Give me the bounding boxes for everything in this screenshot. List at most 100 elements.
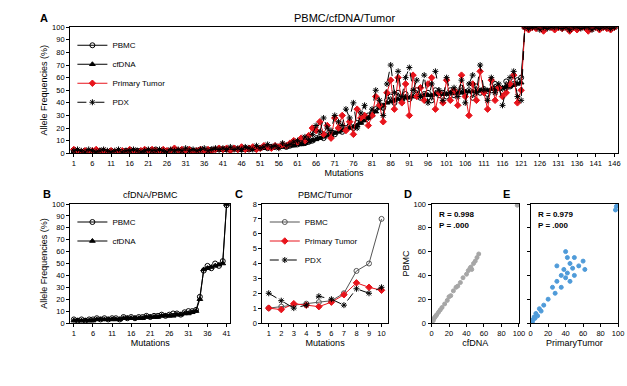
svg-text:A: A bbox=[40, 12, 48, 24]
svg-text:PBMC/cfDNA/Tumor: PBMC/cfDNA/Tumor bbox=[294, 12, 395, 24]
svg-text:146: 146 bbox=[608, 159, 621, 168]
svg-text:PDX: PDX bbox=[112, 98, 129, 107]
svg-text:100: 100 bbox=[513, 329, 526, 338]
svg-text:PrimaryTumor: PrimaryTumor bbox=[546, 338, 603, 348]
svg-text:50: 50 bbox=[56, 259, 64, 268]
svg-text:7: 7 bbox=[253, 215, 257, 224]
svg-text:90: 90 bbox=[56, 212, 64, 221]
svg-text:31: 31 bbox=[181, 159, 189, 168]
svg-text:51: 51 bbox=[256, 159, 264, 168]
svg-text:50: 50 bbox=[56, 86, 64, 95]
svg-text:80: 80 bbox=[596, 329, 604, 338]
svg-text:40: 40 bbox=[561, 329, 569, 338]
svg-text:70: 70 bbox=[56, 235, 64, 244]
svg-text:R = 0.979: R = 0.979 bbox=[538, 210, 573, 219]
svg-text:46: 46 bbox=[237, 159, 245, 168]
svg-text:3: 3 bbox=[292, 329, 296, 338]
svg-text:5: 5 bbox=[317, 329, 321, 338]
svg-text:PDX: PDX bbox=[305, 256, 322, 265]
svg-text:cfDNA: cfDNA bbox=[112, 60, 136, 69]
svg-text:126: 126 bbox=[534, 159, 547, 168]
svg-text:36: 36 bbox=[200, 159, 208, 168]
svg-text:41: 41 bbox=[222, 329, 230, 338]
svg-text:cfDNA: cfDNA bbox=[462, 338, 488, 348]
svg-text:6: 6 bbox=[329, 329, 333, 338]
svg-text:9: 9 bbox=[367, 329, 371, 338]
svg-text:2: 2 bbox=[253, 289, 257, 298]
svg-text:0: 0 bbox=[253, 319, 257, 328]
svg-text:4: 4 bbox=[304, 329, 308, 338]
svg-text:R = 0.998: R = 0.998 bbox=[439, 210, 474, 219]
svg-text:40: 40 bbox=[418, 271, 426, 280]
svg-text:Primary Tumor: Primary Tumor bbox=[112, 79, 165, 88]
svg-text:1: 1 bbox=[253, 304, 257, 313]
svg-text:21: 21 bbox=[144, 159, 152, 168]
svg-text:40: 40 bbox=[56, 271, 64, 280]
svg-text:E: E bbox=[503, 188, 510, 200]
svg-text:1: 1 bbox=[72, 159, 76, 168]
svg-text:0: 0 bbox=[422, 319, 426, 328]
svg-text:1: 1 bbox=[72, 329, 76, 338]
svg-text:16: 16 bbox=[127, 329, 135, 338]
svg-text:60: 60 bbox=[56, 247, 64, 256]
svg-text:cfDNA/PBMC: cfDNA/PBMC bbox=[123, 190, 178, 200]
svg-text:141: 141 bbox=[589, 159, 602, 168]
svg-text:Primary Tumor: Primary Tumor bbox=[305, 237, 358, 246]
svg-text:5: 5 bbox=[253, 244, 257, 253]
svg-text:cfDNA: cfDNA bbox=[112, 237, 136, 246]
svg-text:P = .000: P = .000 bbox=[439, 221, 469, 230]
svg-text:PBMC: PBMC bbox=[401, 250, 411, 277]
svg-text:40: 40 bbox=[56, 98, 64, 107]
svg-text:4: 4 bbox=[253, 259, 257, 268]
svg-text:100: 100 bbox=[414, 200, 427, 209]
svg-text:111: 111 bbox=[478, 159, 489, 168]
svg-text:131: 131 bbox=[552, 159, 565, 168]
svg-text:3: 3 bbox=[253, 274, 257, 283]
svg-text:2: 2 bbox=[279, 329, 283, 338]
svg-text:0: 0 bbox=[60, 319, 64, 328]
svg-text:60: 60 bbox=[418, 247, 426, 256]
svg-text:C: C bbox=[235, 188, 243, 200]
svg-text:100: 100 bbox=[612, 329, 625, 338]
svg-text:Mutations: Mutations bbox=[306, 338, 346, 348]
svg-text:20: 20 bbox=[445, 329, 453, 338]
svg-text:10: 10 bbox=[56, 136, 64, 145]
svg-text:40: 40 bbox=[462, 329, 470, 338]
svg-text:90: 90 bbox=[56, 35, 64, 44]
svg-text:100: 100 bbox=[52, 23, 65, 32]
svg-text:10: 10 bbox=[56, 307, 64, 316]
svg-text:20: 20 bbox=[56, 295, 64, 304]
svg-text:P = .000: P = .000 bbox=[538, 221, 568, 230]
svg-text:Allele Frequencies (%): Allele Frequencies (%) bbox=[39, 45, 49, 136]
svg-text:91: 91 bbox=[405, 159, 413, 168]
svg-text:80: 80 bbox=[418, 223, 426, 232]
svg-text:80: 80 bbox=[497, 329, 505, 338]
svg-text:16: 16 bbox=[126, 159, 134, 168]
svg-text:100: 100 bbox=[52, 200, 65, 209]
svg-text:96: 96 bbox=[424, 159, 432, 168]
svg-text:60: 60 bbox=[480, 329, 488, 338]
svg-text:B: B bbox=[43, 188, 51, 200]
svg-text:6: 6 bbox=[253, 229, 257, 238]
svg-text:20: 20 bbox=[418, 295, 426, 304]
svg-text:26: 26 bbox=[165, 329, 173, 338]
svg-text:PBMC: PBMC bbox=[305, 218, 328, 227]
svg-text:8: 8 bbox=[354, 329, 358, 338]
svg-text:0: 0 bbox=[529, 329, 533, 338]
svg-text:80: 80 bbox=[56, 48, 64, 57]
svg-text:31: 31 bbox=[184, 329, 192, 338]
svg-text:30: 30 bbox=[56, 283, 64, 292]
svg-text:PBMC: PBMC bbox=[112, 218, 135, 227]
svg-text:101: 101 bbox=[440, 159, 453, 168]
svg-text:7: 7 bbox=[342, 329, 346, 338]
svg-text:60: 60 bbox=[579, 329, 587, 338]
svg-text:41: 41 bbox=[219, 159, 227, 168]
svg-text:121: 121 bbox=[515, 159, 528, 168]
svg-text:81: 81 bbox=[368, 159, 376, 168]
svg-text:106: 106 bbox=[459, 159, 472, 168]
svg-text:30: 30 bbox=[56, 111, 64, 120]
svg-text:11: 11 bbox=[108, 329, 116, 338]
svg-text:21: 21 bbox=[146, 329, 154, 338]
svg-text:36: 36 bbox=[203, 329, 211, 338]
svg-text:136: 136 bbox=[571, 159, 584, 168]
